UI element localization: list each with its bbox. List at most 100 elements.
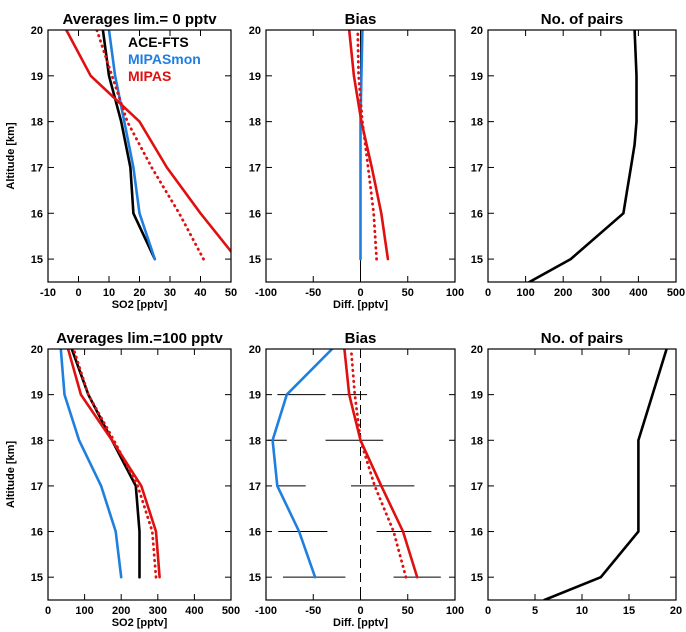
series-line-mipasmon (107, 30, 157, 261)
legend-entry: MIPASmon (128, 51, 201, 67)
x-tick-label: -50 (305, 605, 321, 617)
y-tick-label: 16 (471, 527, 483, 539)
y-tick-label: 17 (249, 481, 261, 493)
plot-frame (265, 348, 456, 601)
x-tick-label: 0 (75, 287, 81, 299)
x-tick-label: 50 (402, 287, 414, 299)
y-tick-label: 20 (31, 344, 43, 356)
y-axis-label: Altitude [km] (5, 122, 17, 190)
series-line-pairs (528, 30, 638, 282)
chart-title: No. of pairs (541, 11, 624, 28)
plot-frame (47, 348, 232, 601)
y-tick-label: 16 (249, 527, 261, 539)
y-tick-label: 16 (249, 208, 261, 220)
chart-title: Averages lim.= 0 pptv (62, 11, 217, 28)
series-line-ace-fts (101, 30, 157, 261)
y-tick-label: 20 (31, 25, 43, 37)
series-line-mipas-dotted (349, 349, 408, 579)
x-tick-label: 400 (629, 287, 647, 299)
x-tick-label: 0 (485, 287, 491, 299)
panel-pairs100: No. of pairs 0 5 10 15 20 15 16 17 18 19 20 (471, 330, 682, 617)
chart-title: Bias (345, 11, 377, 28)
x-tick-label: 0 (45, 605, 51, 617)
plot-area (267, 349, 441, 600)
y-tick-label: 20 (249, 25, 261, 37)
chart-title: Averages lim.=100 pptv (56, 330, 223, 347)
x-tick-label: 500 (222, 605, 240, 617)
plot-frame (265, 29, 456, 283)
x-tick-label: 0 (357, 605, 363, 617)
y-tick-label: 17 (471, 162, 483, 174)
x-tick-label: 100 (446, 287, 464, 299)
y-tick-label: 16 (31, 208, 43, 220)
y-tick-label: 18 (249, 435, 261, 447)
y-tick-label: 17 (31, 162, 43, 174)
series-line-mipasmon (271, 349, 334, 579)
x-tick-label: 15 (623, 605, 635, 617)
x-tick-label: 100 (75, 605, 93, 617)
x-tick-label: 5 (532, 605, 538, 617)
y-tick-label: 17 (31, 481, 43, 493)
y-tick-label: 18 (471, 117, 483, 129)
y-tick-label: 20 (471, 25, 483, 37)
y-tick-label: 20 (471, 344, 483, 356)
panel-pairs0: No. of pairs 0 100 200 300 400 500 15 16 17 18 19 20 (471, 11, 685, 299)
y-tick-label: 19 (249, 390, 261, 402)
y-tick-label: 15 (31, 572, 43, 584)
panel-avg100: Averages lim.=100 pptv 0 100 200 300 400 500 15… (5, 330, 240, 629)
x-tick-label: 20 (670, 605, 682, 617)
x-tick-label: 10 (576, 605, 588, 617)
series-line-mipas (347, 30, 390, 261)
x-tick-label: -100 (255, 287, 277, 299)
x-tick-label: 300 (592, 287, 610, 299)
panel-bias100: Bias -100 -50 0 50 100 15 16 17 18 19 20 Diff. [pptv… (249, 330, 464, 629)
x-axis-label: SO2 [pptv] (112, 299, 168, 311)
x-tick-label: 0 (357, 287, 363, 299)
plot-frame (487, 29, 677, 283)
x-axis-label: Diff. [pptv] (333, 617, 388, 629)
y-tick-label: 15 (249, 254, 261, 266)
x-tick-label: 100 (446, 605, 464, 617)
panel-bias0: Bias -100 -50 0 50 100 15 16 17 18 19 20 Diff. [pptv… (249, 11, 464, 311)
x-tick-label: 50 (402, 605, 414, 617)
series-line-pairs (543, 349, 668, 600)
plot-area (528, 30, 638, 282)
y-tick-label: 18 (471, 435, 483, 447)
y-tick-label: 19 (31, 71, 43, 83)
plot-area (59, 349, 161, 579)
x-tick-label: 0 (485, 605, 491, 617)
series-line-mipas-dotted (95, 30, 205, 261)
y-tick-label: 15 (471, 254, 483, 266)
y-tick-label: 20 (249, 344, 261, 356)
y-tick-label: 18 (249, 117, 261, 129)
y-tick-label: 18 (31, 117, 43, 129)
x-tick-label: -100 (255, 605, 277, 617)
series-line-ace-fts (70, 349, 141, 579)
x-tick-label: -50 (305, 287, 321, 299)
x-tick-label: 200 (554, 287, 572, 299)
y-tick-label: 17 (471, 481, 483, 493)
x-axis-label: SO2 [pptv] (112, 617, 168, 629)
plot-frame (47, 29, 232, 283)
x-axis-label: Diff. [pptv] (333, 299, 388, 311)
legend-entry: ACE-FTS (128, 34, 189, 50)
x-tick-label: 10 (103, 287, 115, 299)
x-tick-label: 20 (133, 287, 145, 299)
plot-area (543, 349, 668, 600)
x-tick-label: 400 (185, 605, 203, 617)
panel-avg0: Averages lim.= 0 pptv -10 0 10 20 30 40 50 15 16 1… (5, 11, 237, 311)
y-tick-label: 19 (471, 390, 483, 402)
x-tick-label: 200 (112, 605, 130, 617)
plot-area (65, 30, 231, 261)
series-line-mipas (65, 30, 231, 254)
y-tick-label: 15 (249, 572, 261, 584)
y-tick-label: 16 (31, 527, 43, 539)
y-tick-label: 19 (31, 390, 43, 402)
series-line-mipasmon (59, 349, 123, 579)
plot-frame (487, 348, 677, 601)
y-tick-label: 15 (31, 254, 43, 266)
y-tick-label: 15 (471, 572, 483, 584)
y-tick-label: 19 (249, 71, 261, 83)
x-tick-label: 30 (164, 287, 176, 299)
